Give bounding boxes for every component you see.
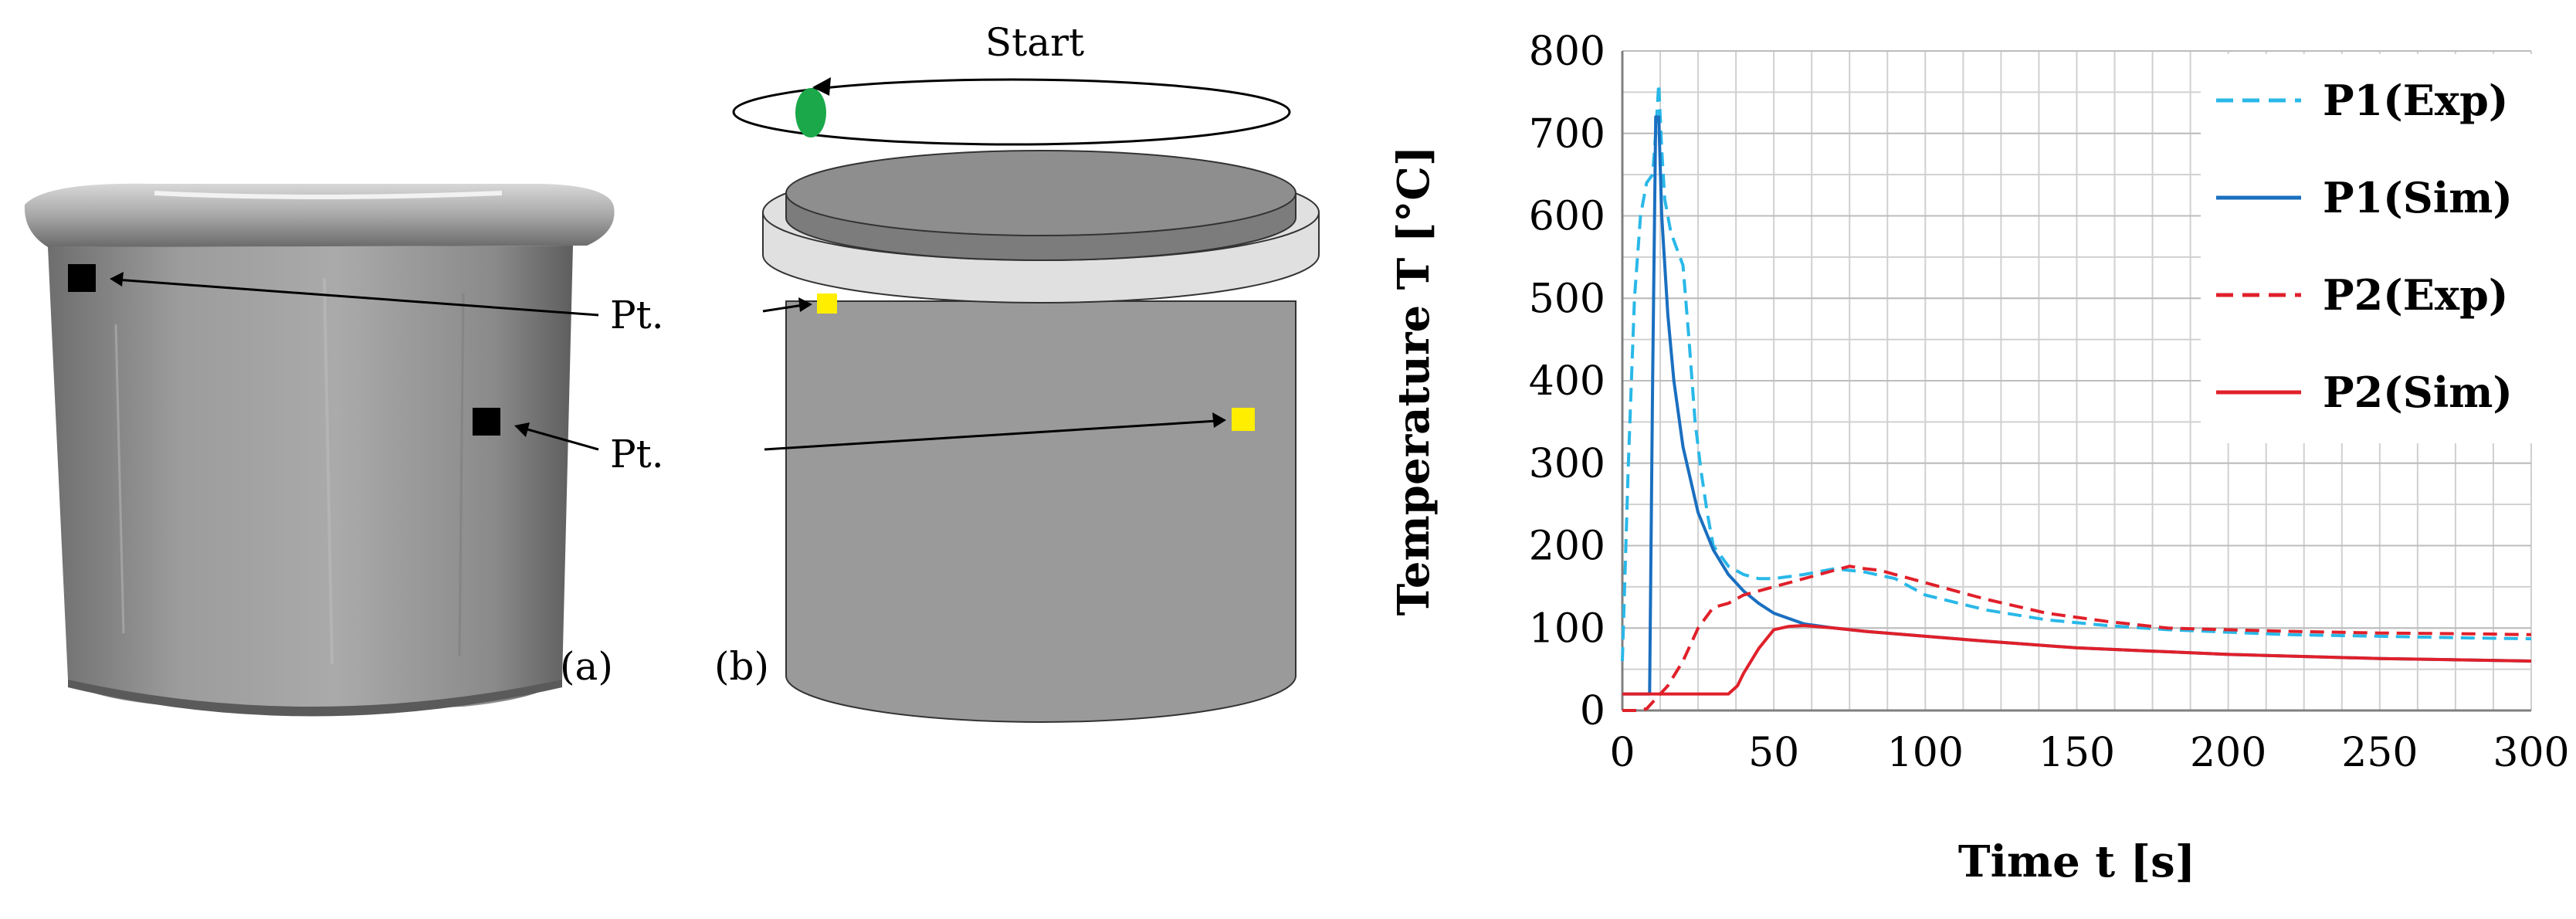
x-tick-label: 0 <box>1609 730 1635 776</box>
y-tick-label: 500 <box>1529 276 1605 322</box>
y-tick-label: 300 <box>1529 441 1605 487</box>
series-line-p2-sim <box>1622 624 2532 696</box>
photo-pt1-arrow <box>110 272 599 317</box>
diagram-panel-label: (b) <box>714 644 769 689</box>
chart-y-label: Temperature T [°C] <box>1388 146 1439 616</box>
photo-pt1-marker <box>68 264 96 292</box>
legend-label: P2(Exp) <box>2323 270 2508 320</box>
chart-axes: 0 100 200 300 400 500 600 700 800 0 50 100 150 200 250… <box>1529 29 2570 776</box>
y-tick-label: 800 <box>1529 29 1605 75</box>
diagram-panel: Start (b) <box>672 0 1413 916</box>
photo-pt2-marker <box>473 408 500 436</box>
y-tick-label: 600 <box>1529 194 1605 240</box>
cup-photo <box>24 183 615 717</box>
diagram-pt2-arrow <box>764 412 1226 451</box>
x-tick-label: 100 <box>1887 730 1964 776</box>
start-label: Start <box>985 20 1084 65</box>
x-tick-label: 150 <box>2039 730 2115 776</box>
tool-path-ellipse <box>732 78 1291 146</box>
legend-label: P1(Exp) <box>2323 76 2508 125</box>
chart-panel: 0 100 200 300 400 500 600 700 800 0 50 100 150 200 250… <box>1328 0 2576 916</box>
photo-pt1-label: Pt. 1 <box>610 293 672 337</box>
x-tick-label: 250 <box>2341 730 2418 776</box>
chart-x-label: Time t [s] <box>1958 836 2195 887</box>
photo-pt2-label: Pt. 2 <box>610 432 672 476</box>
legend-label: P2(Sim) <box>2323 368 2513 417</box>
chart-series <box>1621 82 2532 712</box>
diagram-pt1-marker <box>817 293 837 314</box>
y-tick-label: 200 <box>1529 524 1605 570</box>
chart-legend: P1(Exp) P1(Sim) P2(Exp) P2(Sim) <box>2201 54 2540 443</box>
temperature-chart: 0 100 200 300 400 500 600 700 800 0 50 100 150 200 250… <box>1388 29 2570 887</box>
series-line-p2-exp <box>1622 565 2532 712</box>
cup-diagram-svg: Start (b) <box>714 20 1320 723</box>
diagram-pt2-marker <box>1232 408 1255 431</box>
start-point-marker <box>795 88 826 137</box>
y-tick-label: 0 <box>1580 688 1605 734</box>
legend-background <box>2201 54 2540 443</box>
y-tick-label: 400 <box>1529 358 1605 405</box>
y-tick-label: 100 <box>1529 605 1605 652</box>
photo-panel-label: (a) <box>560 644 613 689</box>
x-tick-label: 300 <box>2493 730 2569 776</box>
legend-label: P1(Sim) <box>2323 173 2513 222</box>
photo-panel: Pt. 1 Pt. 2 (a) <box>0 0 700 916</box>
x-tick-label: 200 <box>2190 730 2266 776</box>
x-tick-label: 50 <box>1748 730 1799 776</box>
cup-body <box>785 300 1296 723</box>
tool-path-arrow <box>812 77 831 96</box>
tool-disc-top <box>785 150 1296 236</box>
cup-photo-svg: Pt. 1 Pt. 2 (a) <box>24 183 700 717</box>
photo-pt2-arrow <box>514 422 599 451</box>
diagram-pt1-arrow <box>762 297 812 313</box>
y-tick-label: 700 <box>1529 111 1605 158</box>
